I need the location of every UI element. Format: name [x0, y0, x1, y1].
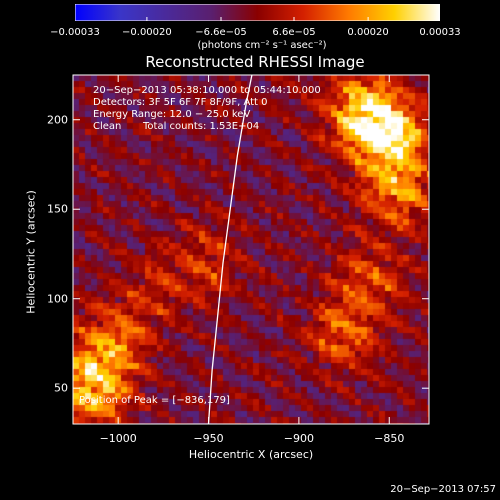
- x-tick-label: −950: [193, 432, 224, 445]
- annotation-time-range: 20−Sep−2013 05:38:10.000 to 05:44:10.000: [93, 85, 321, 96]
- annotation-method: Clean: [93, 121, 122, 132]
- annotation-energy-range: Energy Range: 12.0 − 25.0 keV: [93, 109, 251, 120]
- colorbar-tick-label: −0.00020: [122, 27, 172, 38]
- y-tick-label: 200: [47, 113, 68, 127]
- colorbar-tick-label: −0.00033: [50, 27, 100, 38]
- colorbar-tick-label: 6.6e−05: [272, 27, 316, 38]
- x-axis-label: Heliocentric X (arcsec): [188, 448, 314, 461]
- chart-title: Reconstructed RHESSI Image: [145, 53, 365, 71]
- colorbar-tick-label: 0.00020: [347, 27, 389, 38]
- y-tick-label: 100: [47, 292, 68, 306]
- x-tick-label: −1000: [99, 432, 137, 445]
- peak-position-label: Position of Peak = [−836,179]: [79, 395, 230, 406]
- colorbar-unit-label: (photons cm⁻² s⁻¹ asec⁻²): [197, 40, 327, 51]
- x-tick-label: −900: [283, 432, 314, 445]
- y-axis-label: Heliocentric Y (arcsec): [24, 190, 38, 314]
- plot-area: 20−Sep−2013 05:38:10.000 to 05:44:10.000…: [73, 75, 429, 424]
- x-tick-label: −850: [374, 432, 405, 445]
- y-tick-label: 150: [47, 202, 68, 216]
- annotation-total-counts: Total counts: 1.53E+04: [143, 121, 260, 132]
- annotation-detectors: Detectors: 3F 5F 6F 7F 8F/9F, Att 0: [93, 97, 268, 108]
- timestamp: 20−Sep−2013 07:57: [390, 484, 496, 495]
- y-tick-label: 50: [54, 381, 68, 395]
- colorbar-tick-label: 0.00033: [419, 27, 461, 38]
- colorbar-tick-label: −6.6e−05: [195, 27, 247, 38]
- colorbar: [75, 4, 440, 21]
